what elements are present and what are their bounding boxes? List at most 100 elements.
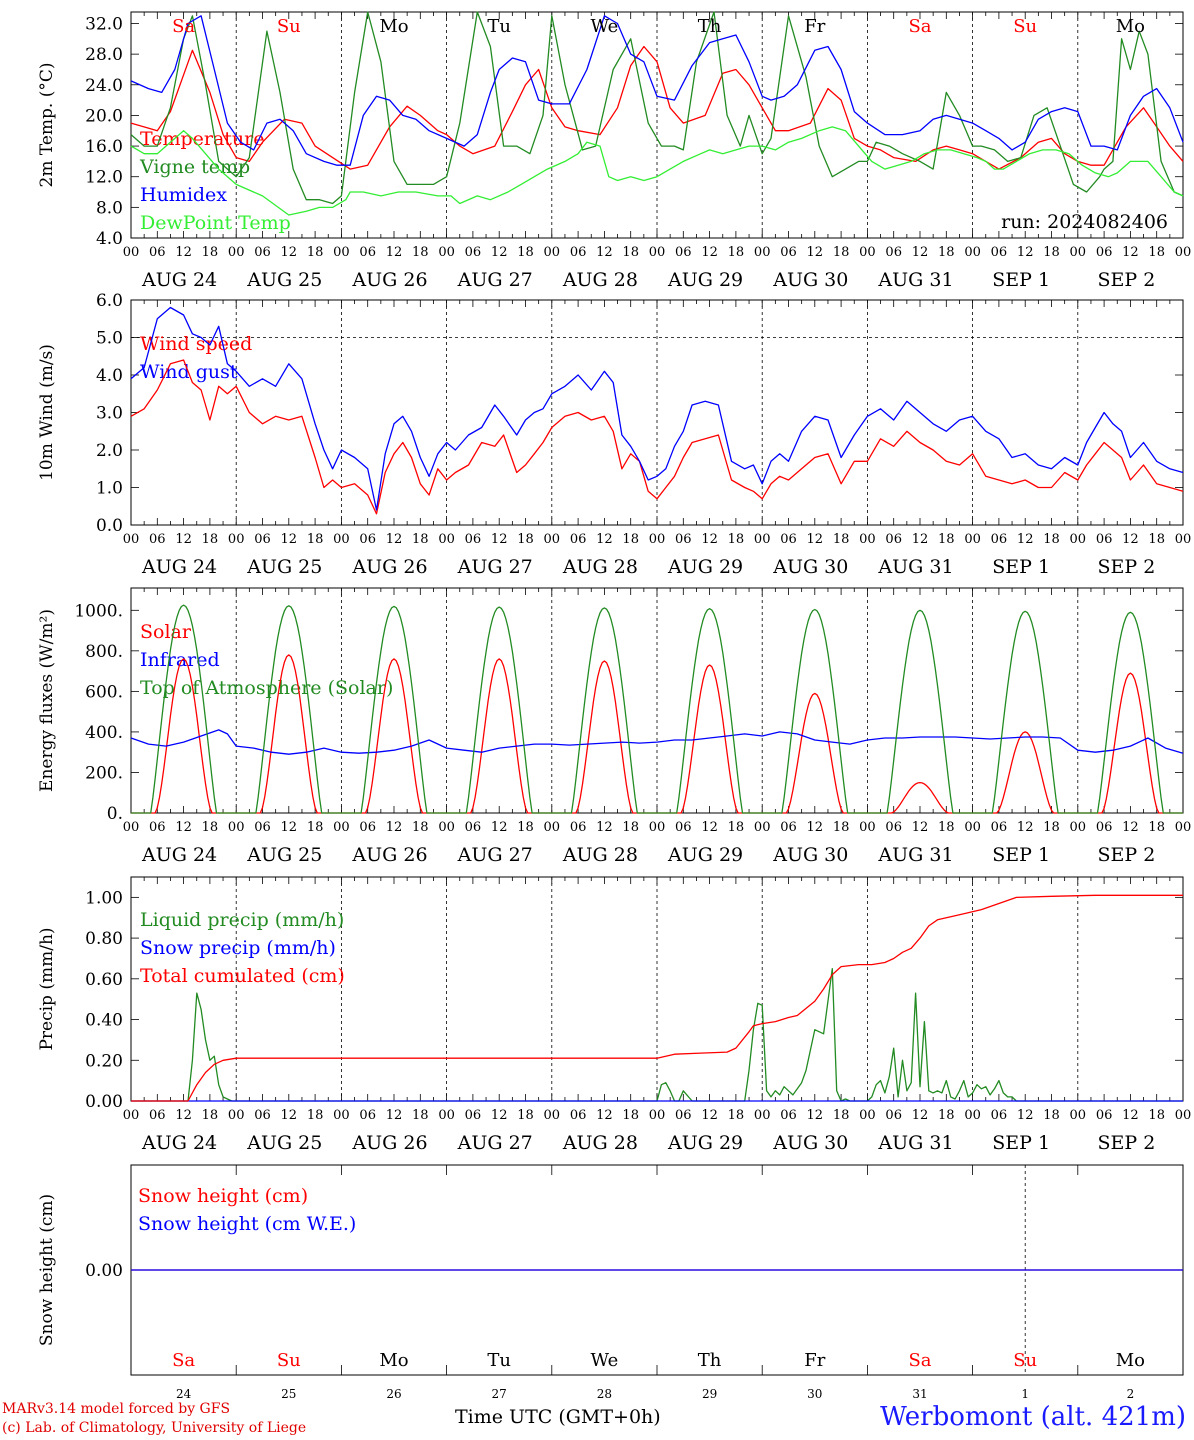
hour-tick-label: 18 [622,820,639,835]
hour-tick-label: 12 [912,1108,929,1123]
y-tick-label: 600. [85,682,123,702]
hour-tick-label: 12 [596,820,613,835]
hour-tick-label: 00 [544,1108,561,1123]
hour-tick-label: 18 [938,1108,955,1123]
hour-tick-label: 18 [517,245,534,260]
y-tick-label: 0. [107,804,123,824]
hour-tick-label: 00 [333,245,350,260]
hour-tick-label: 00 [964,1108,981,1123]
weekday-label: Sa [908,1350,931,1371]
date-label: AUG 27 [457,844,533,866]
hour-tick-label: 06 [991,820,1008,835]
hour-tick-label: 06 [885,532,902,547]
date-label: AUG 25 [246,556,322,578]
hour-tick-label: 00 [228,1108,245,1123]
date-label: AUG 27 [457,556,533,578]
hour-tick-label: 06 [780,245,797,260]
date-label: AUG 27 [457,1132,533,1154]
hour-tick-label: 00 [859,820,876,835]
hour-tick-label: 00 [754,1108,771,1123]
hour-tick-label: 06 [885,1108,902,1123]
hour-tick-label: 06 [780,1108,797,1123]
hour-tick-label: 12 [596,1108,613,1123]
plot-frame [130,587,1184,814]
hour-tick-label: 06 [254,820,271,835]
weekday-label: Mo [379,1350,408,1371]
hour-tick-label: 12 [175,532,192,547]
hour-tick-label: 18 [728,1108,745,1123]
weekday-label: We [591,16,619,37]
y-tick-label: 0.60 [85,970,123,990]
hour-tick-label: 18 [622,532,639,547]
hour-tick-label: 12 [386,532,403,547]
hour-tick-label: 18 [517,1108,534,1123]
hour-tick-label: 18 [202,245,219,260]
hour-tick-label: 12 [175,245,192,260]
hour-tick-label: 06 [465,245,482,260]
hour-tick-label: 00 [1070,245,1087,260]
hour-tick-label: 00 [1070,1108,1087,1123]
weekday-label: Sa [172,1350,195,1371]
y-tick-label: 20.0 [85,106,123,126]
date-label: SEP 1 [992,269,1050,291]
date-label: AUG 29 [667,269,743,291]
hour-tick-label: 18 [412,532,429,547]
hour-tick-label: 06 [465,532,482,547]
y-axis-label: 2m Temp. (°C) [37,62,57,187]
y-tick-label: 1000. [74,601,123,621]
panel-4: 00 06 12 18 00 06 12 18 00 06 12 18 00 06 12 18 00 06 12 18… [37,876,1192,1154]
weekday-label: Tu [487,16,511,37]
y-tick-label: 400. [85,723,123,743]
date-label: AUG 29 [667,1132,743,1154]
date-label: AUG 28 [562,1132,638,1154]
hour-tick-label: 18 [1043,1108,1060,1123]
date-label: AUG 26 [351,844,427,866]
legend-entry: Snow height (cm W.E.) [138,1213,356,1235]
y-tick-label: 0.0 [96,516,123,536]
y-tick-label: 1.0 [96,479,123,499]
series-line-top-of-atmosphere-solar- [131,604,1183,814]
hour-tick-label: 00 [438,1108,455,1123]
date-label: AUG 30 [772,844,848,866]
time-axis-label: Time UTC (GMT+0h) [455,1406,661,1428]
date-label: AUG 27 [457,269,533,291]
hour-tick-label: 18 [938,245,955,260]
day-number-label: 26 [386,1387,401,1401]
date-label: AUG 24 [141,269,217,291]
y-tick-label: 4.0 [96,366,123,386]
date-label: AUG 25 [246,1132,322,1154]
hour-tick-label: 18 [728,532,745,547]
y-axis-label: 10m Wind (m/s) [37,344,57,481]
day-number-label: 24 [176,1387,192,1401]
weekday-label: Mo [379,16,408,37]
hour-tick-label: 00 [1175,820,1192,835]
series-line-wind-gust [130,306,1184,511]
hour-tick-label: 00 [1070,532,1087,547]
weekday-label: Mo [1116,1350,1145,1371]
hour-tick-label: 00 [438,532,455,547]
y-tick-label: 0.40 [85,1011,123,1031]
hour-tick-label: 12 [807,820,824,835]
hour-tick-label: 18 [728,820,745,835]
weekday-label: Th [698,1350,722,1371]
y-tick-label: 1.00 [85,888,123,908]
y-tick-label: 24.0 [85,76,123,96]
panel-5: Sa Su Mo Tu We Th Fr Sa Su Mo 24 25 26 27 28 29 30 31 1 2 0.… [37,1164,1184,1401]
hour-tick-label: 00 [1175,1108,1192,1123]
hour-tick-label: 18 [307,245,324,260]
hour-tick-label: 12 [1017,820,1034,835]
hour-tick-label: 00 [649,1108,666,1123]
hour-tick-label: 18 [938,820,955,835]
legend-entry: Snow precip (mm/h) [140,937,336,959]
hour-tick-label: 00 [544,532,561,547]
hour-tick-label: 18 [1148,820,1165,835]
hour-tick-label: 12 [281,820,298,835]
y-tick-label: 28.0 [85,45,123,65]
legend-entry: Solar [140,621,192,643]
hour-tick-label: 00 [649,820,666,835]
series-line-humidex [130,15,1184,166]
hour-tick-label: 06 [149,245,166,260]
day-number-label: 28 [597,1387,612,1401]
y-tick-label: 32.0 [85,14,123,34]
hour-tick-label: 12 [386,245,403,260]
